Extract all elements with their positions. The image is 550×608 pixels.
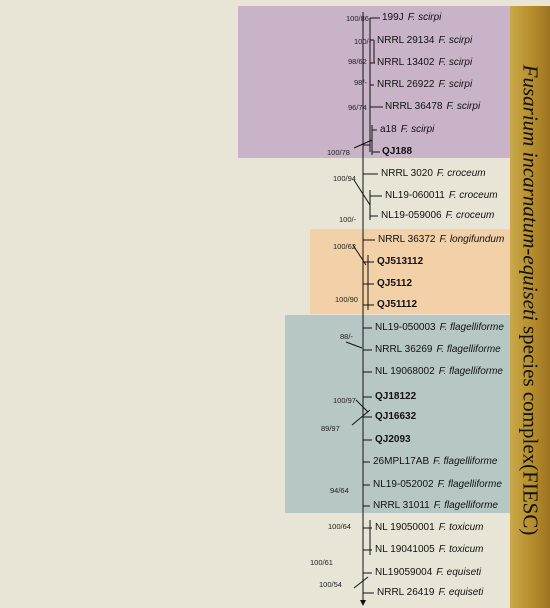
taxon-label: NL19-060011 F. croceum: [385, 190, 498, 201]
support-value: 100/-: [339, 215, 357, 224]
taxon-label-new-isolate: QJ18122: [375, 391, 417, 402]
taxon-label: NRRL 26419 F. equiseti: [377, 587, 484, 598]
taxon-label: NL19-059006 F. croceum: [381, 210, 495, 221]
support-value: 98/62: [348, 57, 367, 66]
taxon-label: NRRL 13402 F. scirpi: [377, 57, 473, 68]
taxon-label: NRRL 36269 F. flagelliforme: [375, 344, 501, 355]
taxon-label-new-isolate: QJ513112: [377, 256, 424, 267]
support-value: 100/64: [328, 522, 351, 531]
taxon-label: NRRL 3020 F. croceum: [381, 168, 486, 179]
taxon-label: NL19059004 F. equiseti: [375, 567, 482, 578]
clade-band-longifundum: [310, 229, 510, 314]
support-value: 100/62: [333, 242, 356, 251]
support-value: 88/-: [340, 332, 353, 341]
taxon-label: NL19-052002 F. flagelliforme: [373, 479, 502, 490]
support-value: 100/86: [346, 14, 369, 23]
clade-band-scirpi: [238, 6, 510, 158]
taxon-label-new-isolate: QJ16632: [375, 411, 417, 422]
taxon-label-new-isolate: QJ5112: [377, 278, 413, 289]
species-complex-name: Fusarium incarnatum-equiseti: [518, 64, 543, 321]
clade-band-flagelliforme: [285, 315, 510, 513]
taxon-label: NRRL 36478 F. scirpi: [385, 101, 481, 112]
taxon-label: 26MPL17AB F. flagelliforme: [373, 456, 498, 467]
support-value: 100/97: [333, 396, 356, 405]
support-value: 100/90: [335, 295, 358, 304]
taxon-label-new-isolate: QJ188: [382, 146, 413, 157]
taxon-label: NL 19041005 F. toxicum: [375, 544, 484, 555]
taxon-label: NRRL 36372 F. longifundum: [378, 234, 505, 245]
taxon-label: a18 F. scirpi: [380, 124, 435, 135]
taxon-label: NRRL 31011 F. flagelliforme: [373, 500, 498, 511]
support-value: 100/61: [310, 558, 333, 567]
taxon-label: 199J F. scirpi: [382, 12, 442, 23]
taxon-label: NL 19068002 F. flagelliforme: [375, 366, 503, 377]
species-complex-bar: [510, 6, 550, 608]
taxon-label: NL19-050003 F. flagelliforme: [375, 322, 504, 333]
taxon-label-new-isolate: QJ51112: [377, 299, 418, 310]
species-complex-label: Fusarium incarnatum-equiseti species com…: [518, 65, 543, 536]
support-value: 94/64: [330, 486, 349, 495]
taxon-label: NRRL 26922 F. scirpi: [377, 79, 473, 90]
support-value: 100/54: [319, 580, 342, 589]
taxon-label: NRRL 29134 F. scirpi: [377, 35, 473, 46]
support-value: 100/94: [333, 174, 356, 183]
taxon-label: NL 19050001 F. toxicum: [375, 522, 484, 533]
support-value: 100/78: [327, 148, 350, 157]
species-complex-suffix: species complex(FIESC): [518, 320, 543, 536]
support-value: 98/-: [354, 78, 367, 87]
support-value: 100/-: [354, 37, 372, 46]
support-value: 89/97: [321, 424, 340, 433]
taxon-label-new-isolate: QJ2093: [375, 434, 411, 445]
support-value: 96/74: [348, 103, 367, 112]
